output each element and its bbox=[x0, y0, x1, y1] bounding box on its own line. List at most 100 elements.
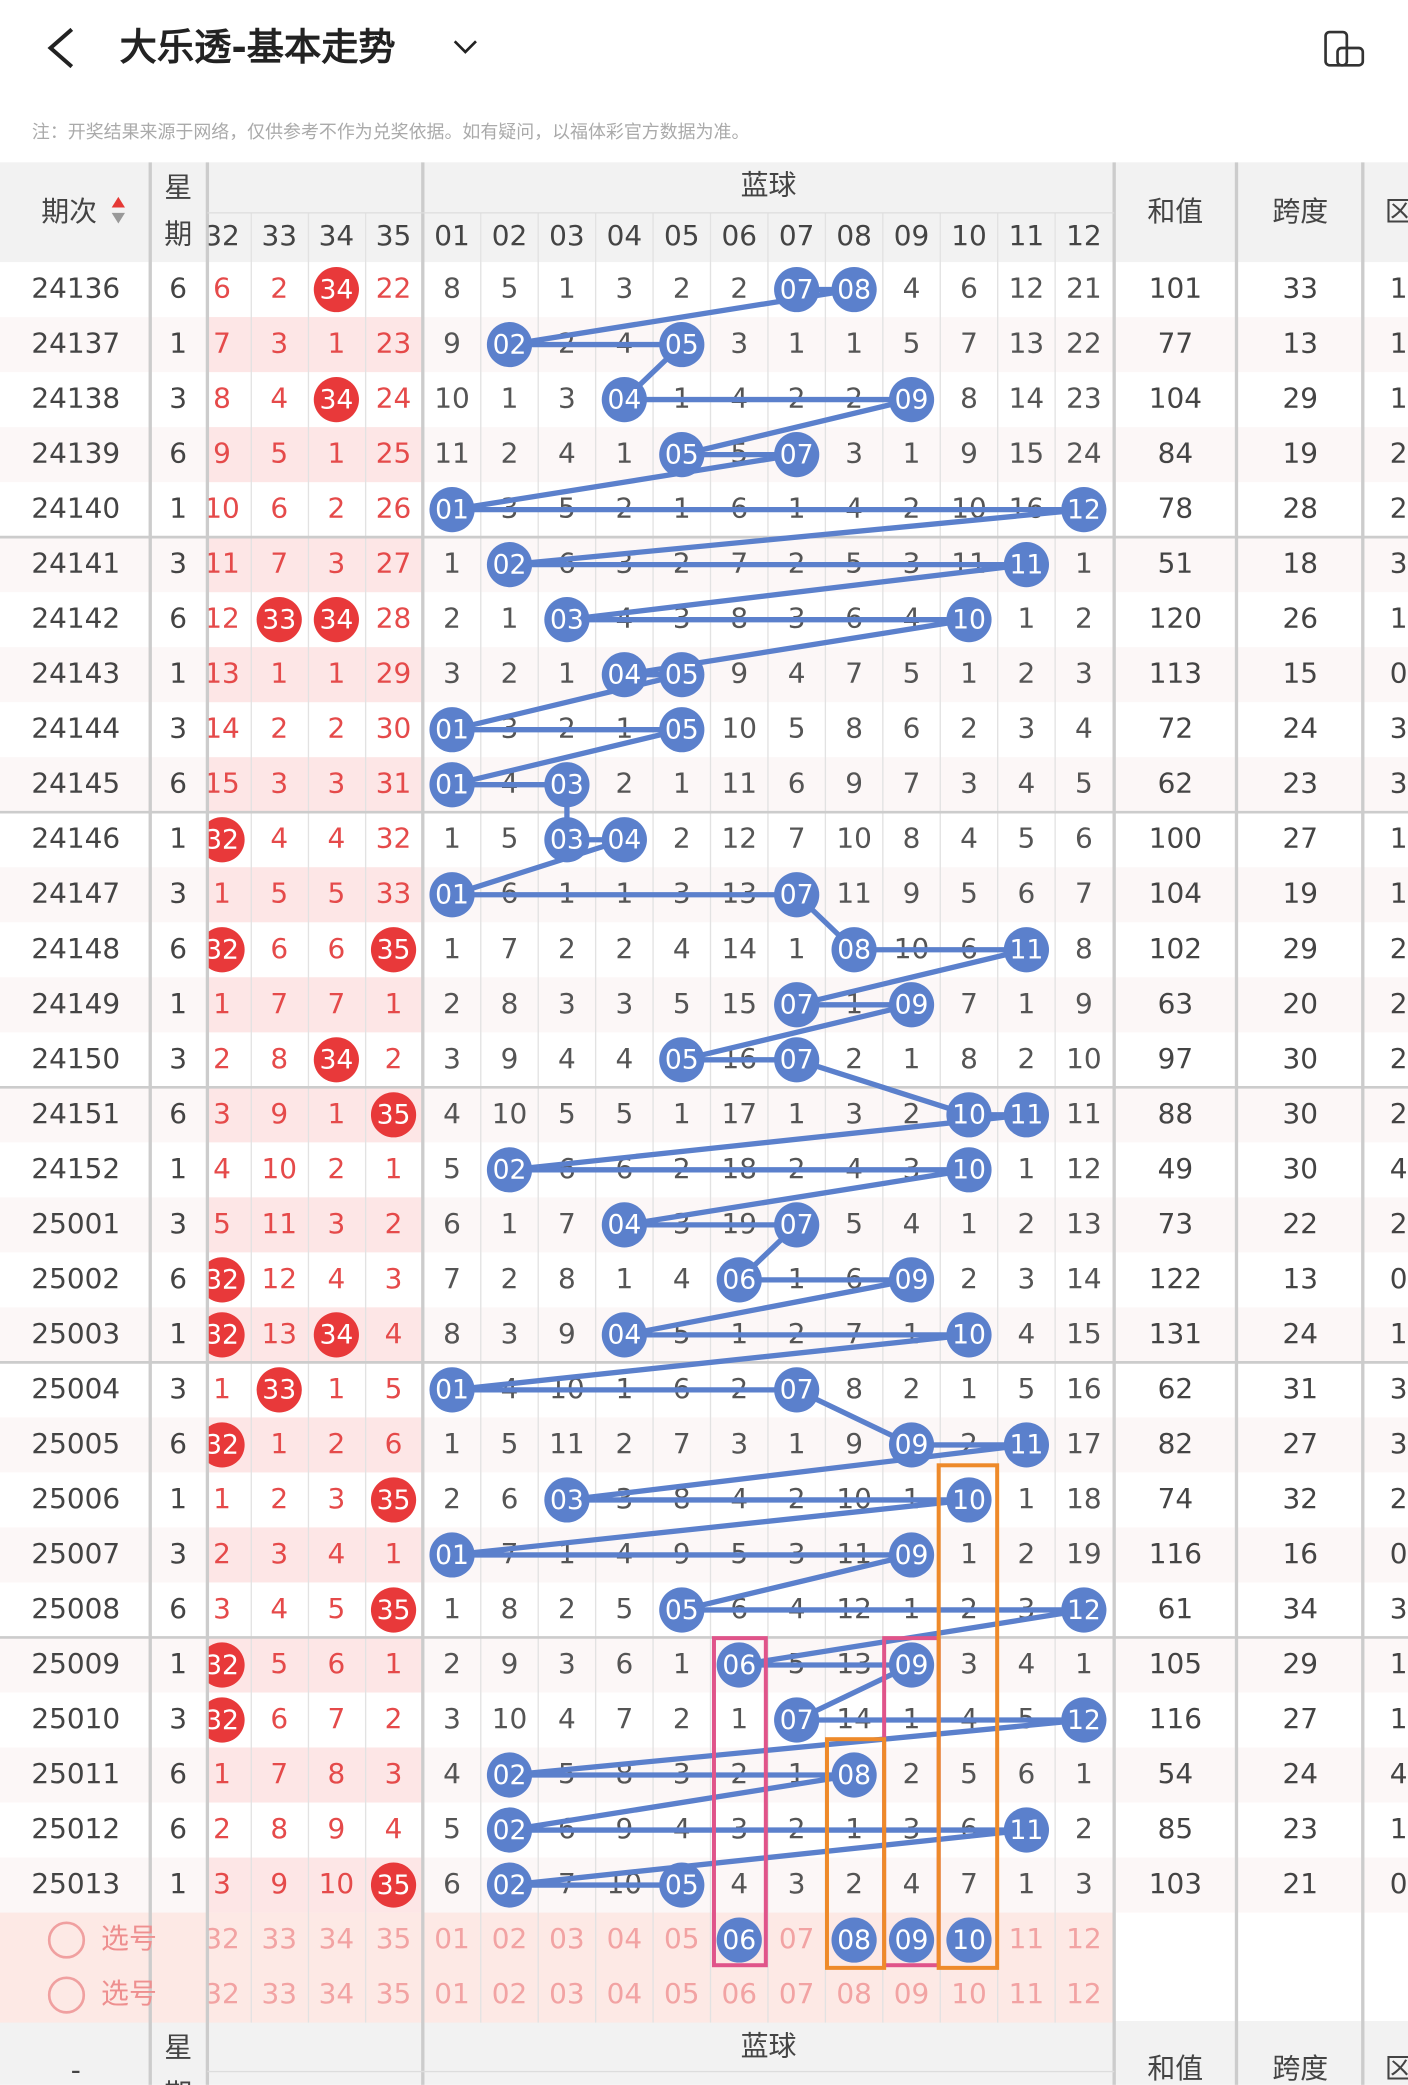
issue: 24152 bbox=[31, 1152, 120, 1185]
number-ball bbox=[888, 1532, 935, 1578]
span: 20 bbox=[1283, 987, 1319, 1020]
red-miss: 2 bbox=[270, 712, 288, 745]
select-number[interactable]: 02 bbox=[492, 1922, 528, 1955]
red-miss: 4 bbox=[270, 1592, 288, 1625]
select-label[interactable]: 选号 bbox=[101, 1977, 157, 2010]
select-number[interactable]: 07 bbox=[779, 1922, 815, 1955]
red-miss: 2 bbox=[327, 1152, 345, 1185]
select-number[interactable]: 05 bbox=[664, 1977, 700, 2010]
red-miss: 1 bbox=[213, 987, 231, 1020]
blue-miss: 9 bbox=[845, 767, 863, 800]
red-zone-bg bbox=[208, 427, 423, 483]
select-number[interactable]: 11 bbox=[1009, 1977, 1045, 2010]
number-ball bbox=[716, 1257, 762, 1303]
select-number[interactable]: 10 bbox=[951, 1977, 987, 2010]
select-number[interactable]: 35 bbox=[376, 1922, 412, 1955]
blue-miss: 1 bbox=[615, 1262, 633, 1295]
sum: 113 bbox=[1149, 657, 1202, 690]
number-ball bbox=[774, 1697, 820, 1743]
select-number[interactable]: 07 bbox=[779, 1977, 815, 2010]
ball-number: 35 bbox=[377, 1100, 411, 1131]
ball-number: 09 bbox=[895, 1925, 929, 1956]
select-number[interactable]: 33 bbox=[261, 1922, 297, 1955]
number-ball bbox=[544, 1477, 590, 1523]
span: 27 bbox=[1283, 1427, 1319, 1460]
span: 27 bbox=[1283, 1702, 1319, 1735]
select-number[interactable]: 32 bbox=[204, 1922, 240, 1955]
select-number[interactable]: 32 bbox=[204, 1977, 240, 2010]
select-number[interactable]: 01 bbox=[434, 1977, 470, 2010]
weekday: 1 bbox=[169, 327, 187, 360]
select-number[interactable]: 06 bbox=[721, 1977, 757, 2010]
red-miss: 1 bbox=[270, 1427, 288, 1460]
rotate-icon[interactable] bbox=[1324, 30, 1365, 67]
blue-miss: 5 bbox=[903, 327, 921, 360]
select-number[interactable]: 12 bbox=[1066, 1977, 1102, 2010]
select-number[interactable]: 34 bbox=[319, 1922, 355, 1955]
number-ball bbox=[429, 872, 475, 918]
red-miss: 1 bbox=[327, 1372, 345, 1405]
select-number[interactable]: 03 bbox=[549, 1977, 585, 2010]
select-number[interactable]: 05 bbox=[664, 1922, 700, 1955]
select-number[interactable]: 12 bbox=[1066, 1922, 1102, 1955]
blue-miss: 2 bbox=[443, 1482, 461, 1515]
select-number[interactable]: 03 bbox=[549, 1922, 585, 1955]
blue-miss: 4 bbox=[673, 1262, 691, 1295]
issue: 24140 bbox=[31, 492, 120, 525]
blue-miss: 5 bbox=[615, 1592, 633, 1625]
weekday: 6 bbox=[169, 932, 187, 965]
blue-miss: 9 bbox=[845, 1427, 863, 1460]
select-number[interactable]: 04 bbox=[607, 1977, 643, 2010]
number-ball bbox=[370, 1862, 417, 1908]
title-dropdown[interactable] bbox=[453, 40, 477, 54]
number-ball bbox=[946, 597, 992, 643]
select-number[interactable]: 09 bbox=[894, 1977, 930, 2010]
select-number[interactable]: 33 bbox=[261, 1977, 297, 2010]
blue-miss: 3 bbox=[730, 1427, 748, 1460]
select-number[interactable]: 34 bbox=[319, 1977, 355, 2010]
ball-number: 06 bbox=[722, 1925, 756, 1956]
select-number[interactable]: 11 bbox=[1009, 1922, 1045, 1955]
select-number[interactable]: 35 bbox=[376, 1977, 412, 2010]
sum: 62 bbox=[1158, 1372, 1194, 1405]
blue-miss: 17 bbox=[1066, 1427, 1102, 1460]
select-radio[interactable] bbox=[47, 1976, 86, 2014]
blue-miss: 1 bbox=[788, 1427, 806, 1460]
blue-miss: 5 bbox=[501, 272, 519, 305]
blue-miss: 1 bbox=[1018, 987, 1036, 1020]
ball-number: 01 bbox=[435, 770, 469, 801]
select-number[interactable]: 08 bbox=[836, 1977, 872, 2010]
ball-number: 02 bbox=[493, 1155, 527, 1186]
issue: 24144 bbox=[31, 712, 120, 745]
red-miss: 12 bbox=[204, 602, 240, 635]
sort-down[interactable] bbox=[111, 212, 125, 224]
number-ball bbox=[256, 597, 302, 643]
red-miss: 30 bbox=[376, 712, 412, 745]
number-ball bbox=[370, 1587, 417, 1633]
ball-number: 34 bbox=[319, 274, 353, 305]
blue-miss: 11 bbox=[1066, 1097, 1102, 1130]
blue-miss: 2 bbox=[845, 1867, 863, 1900]
blue-miss: 1 bbox=[903, 1042, 921, 1075]
back-button[interactable] bbox=[47, 27, 74, 69]
select-number[interactable]: 01 bbox=[434, 1922, 470, 1955]
number-ball bbox=[1003, 927, 1050, 973]
select-label[interactable]: 选号 bbox=[101, 1922, 157, 1955]
issue: 24145 bbox=[31, 767, 120, 800]
select-radio[interactable] bbox=[47, 1921, 86, 1959]
red-miss: 4 bbox=[270, 822, 288, 855]
select-number[interactable]: 04 bbox=[607, 1922, 643, 1955]
select-number[interactable]: 02 bbox=[492, 1977, 528, 2010]
ball-number: 12 bbox=[1067, 1705, 1101, 1736]
number-ball bbox=[429, 487, 475, 533]
number-ball bbox=[208, 1312, 245, 1358]
issue: 25009 bbox=[31, 1647, 120, 1680]
blue-miss: 1 bbox=[788, 1097, 806, 1130]
blue-miss: 2 bbox=[501, 1262, 519, 1295]
number-ball bbox=[370, 1092, 417, 1138]
sort-up[interactable] bbox=[111, 196, 125, 208]
column-header: 星 bbox=[164, 171, 192, 204]
page-title: 大乐透-基本走势 bbox=[120, 25, 396, 69]
blue-miss: 1 bbox=[443, 932, 461, 965]
